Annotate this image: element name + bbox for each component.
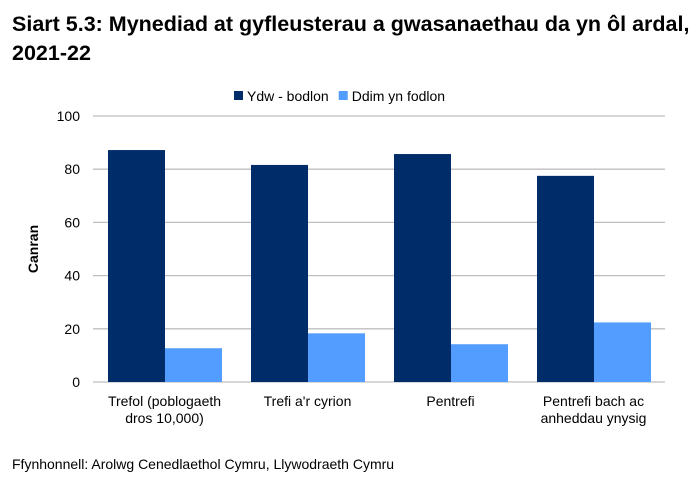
- bar-ddim-yn-fodlon: [451, 344, 508, 382]
- bar-ydw-bodlon: [537, 175, 594, 382]
- legend-swatch: [338, 91, 348, 100]
- legend-label: Ydw - bodlon: [247, 88, 329, 104]
- y-axis-label: Canran: [25, 225, 41, 273]
- legend-label: Ddim yn fodlon: [352, 88, 445, 104]
- y-tick-label: 40: [64, 268, 80, 284]
- x-tick-label: Pentrefi bach ac: [543, 393, 644, 409]
- y-tick-label: 20: [64, 321, 80, 337]
- y-tick-label: 100: [57, 108, 81, 124]
- bar-ddim-yn-fodlon: [308, 333, 365, 382]
- x-tick-label: anheddau ynysig: [541, 410, 647, 426]
- bar-ydw-bodlon: [108, 150, 165, 382]
- y-tick-label: 0: [72, 374, 80, 390]
- bar-ddim-yn-fodlon: [594, 322, 651, 382]
- legend-swatch: [234, 91, 243, 100]
- x-tick-label: Pentrefi: [426, 393, 474, 409]
- chart-title: Siart 5.3: Mynediad at gyfleusterau a gw…: [12, 12, 690, 65]
- source-note: Ffynhonnell: Arolwg Cenedlaethol Cymru, …: [12, 456, 395, 472]
- bar-ydw-bodlon: [394, 154, 451, 382]
- x-tick-label: dros 10,000): [125, 410, 204, 426]
- bar-ddim-yn-fodlon: [165, 348, 222, 382]
- y-tick-label: 60: [64, 214, 80, 230]
- y-tick-label: 80: [64, 161, 80, 177]
- x-tick-label: Trefi a'r cyrion: [264, 393, 352, 409]
- x-tick-label: Trefol (poblogaeth: [108, 393, 221, 409]
- bar-ydw-bodlon: [251, 164, 308, 382]
